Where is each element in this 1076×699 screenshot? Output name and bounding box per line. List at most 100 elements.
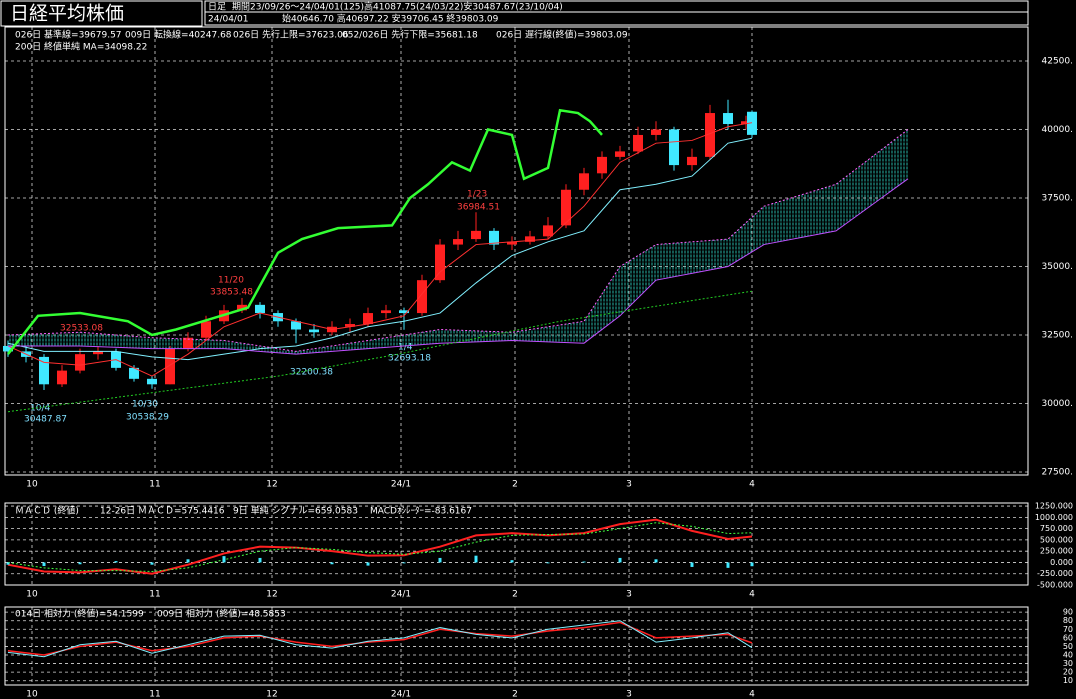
- candle-body: [129, 367, 139, 379]
- annotation: 33853.48: [210, 288, 253, 298]
- candle-body: [615, 151, 625, 157]
- candle-body: [669, 129, 679, 166]
- annotation: 1/23: [467, 190, 487, 200]
- candle-body: [525, 236, 535, 242]
- candle-body: [381, 310, 391, 314]
- histogram-bar: [150, 562, 154, 565]
- y-tick-label: 30000.: [1042, 399, 1074, 409]
- histogram-bar: [402, 562, 406, 564]
- period: 期間23/09/26～24/04/01(125)高41087.75(24/03/…: [232, 1, 563, 13]
- candle-body: [93, 351, 103, 355]
- candle-body: [597, 156, 607, 174]
- series-line: [7, 522, 753, 572]
- series-line: [7, 108, 603, 355]
- candle-body: [489, 230, 499, 245]
- series-line: [7, 621, 753, 656]
- histogram-bar: [78, 562, 82, 565]
- candle-body: [201, 321, 211, 338]
- candle-body: [237, 304, 247, 311]
- y-tick-label: 40: [1063, 651, 1073, 660]
- histogram-bar: [114, 561, 118, 563]
- candle-body: [435, 244, 445, 281]
- candle-body: [165, 348, 175, 385]
- candle-body: [741, 121, 751, 124]
- x-tick-label: 10: [26, 590, 38, 600]
- histogram-bar: [654, 559, 658, 563]
- x-tick-label: 24/1: [391, 590, 411, 600]
- date: 24/04/01: [208, 15, 248, 25]
- series-line: [7, 620, 753, 658]
- candle-body: [147, 378, 157, 385]
- legend: 026日 基準線=39679.57: [15, 29, 122, 41]
- y-tick-label: 40000.: [1042, 125, 1074, 135]
- x-tick-label: 11: [149, 480, 160, 490]
- x-tick-label: 2: [512, 480, 518, 490]
- annotation: 1/4: [398, 343, 413, 353]
- x-tick-label: 10: [26, 690, 38, 699]
- candle-body: [507, 241, 517, 245]
- panel: -500.000 -250.000 0.000 250.000 500.000 750.0…: [4, 502, 1073, 600]
- legend: 026日 遅行線(終値)=39803.09: [496, 29, 628, 41]
- x-tick-label: 2: [512, 590, 518, 600]
- x-tick-label: 24/1: [391, 480, 411, 490]
- annotation: 30538.29: [126, 413, 169, 423]
- candle-body: [687, 156, 697, 166]
- candle-body: [255, 304, 265, 314]
- y-tick-label: 1000.000: [1035, 513, 1073, 522]
- y-tick-label: 20: [1063, 668, 1073, 677]
- x-tick-label: 3: [626, 690, 632, 699]
- x-tick-label: 2: [512, 690, 518, 699]
- candle-body: [345, 324, 355, 327]
- histogram-bar: [6, 562, 10, 565]
- y-tick-label: 10: [1063, 676, 1073, 685]
- y-tick-label: 1250.000: [1035, 502, 1073, 511]
- histogram-bar: [750, 562, 754, 567]
- candle-body: [3, 345, 13, 352]
- y-tick-label: -250.000: [1037, 569, 1073, 578]
- x-tick-label: 4: [749, 690, 755, 699]
- y-tick-label: 37500.: [1042, 193, 1074, 203]
- candle-body: [75, 354, 85, 371]
- legend: 200日 終値単純 MA=34098.22: [15, 41, 147, 53]
- x-tick-label: 12: [266, 590, 277, 600]
- y-tick-label: 750.000: [1040, 524, 1073, 533]
- x-tick-label: 4: [749, 480, 755, 490]
- x-tick-label: 3: [626, 480, 632, 490]
- annotation: 11/20: [218, 276, 244, 286]
- candle-body: [453, 239, 463, 245]
- y-tick-label: 0.000: [1050, 558, 1073, 567]
- histogram-bar: [726, 562, 730, 568]
- y-tick-label: 70: [1063, 625, 1073, 634]
- histogram-bar: [258, 557, 262, 563]
- histogram-bar: [186, 559, 190, 563]
- annotation: 10/4: [30, 404, 50, 414]
- x-tick-label: 10: [26, 480, 38, 490]
- y-tick-label: -500.000: [1037, 581, 1073, 590]
- candle-body: [291, 321, 301, 330]
- histogram-bar: [690, 562, 694, 567]
- histogram-bar: [618, 557, 622, 563]
- y-tick-label: 250.000: [1040, 547, 1073, 556]
- series-line: [7, 290, 753, 413]
- series-line: [7, 122, 753, 377]
- y-tick-label: 60: [1063, 633, 1073, 642]
- candle-body: [705, 113, 715, 157]
- histogram-bar: [366, 562, 370, 566]
- series-line: [7, 129, 909, 352]
- x-tick-label: 11: [149, 690, 160, 699]
- y-tick-label: 90: [1063, 608, 1073, 617]
- candle-body: [471, 230, 481, 240]
- annotation: 32533.08: [60, 324, 103, 334]
- annotation: 10/30: [132, 400, 158, 410]
- y-tick-label: 27500.: [1042, 467, 1074, 477]
- candle-body: [543, 225, 553, 237]
- histogram-bar: [582, 561, 586, 563]
- candle-body: [579, 173, 589, 190]
- histogram-bar: [474, 555, 478, 563]
- histogram-bar: [438, 557, 442, 563]
- period-type: 日足: [208, 2, 226, 13]
